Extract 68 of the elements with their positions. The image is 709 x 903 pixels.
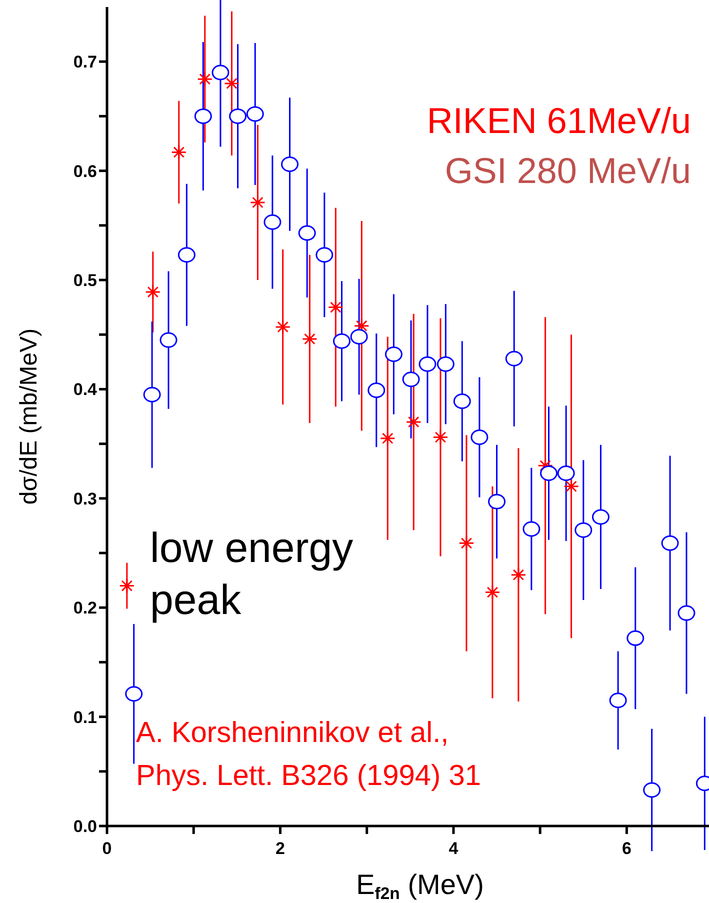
y-tick-label: 0.5 [73, 271, 97, 290]
x-tick-label: 6 [622, 839, 632, 858]
point [458, 535, 474, 551]
point [384, 346, 402, 362]
point [250, 194, 266, 210]
y-tick-label: 0.1 [73, 708, 97, 727]
annotation: low energy peak [150, 523, 354, 625]
point [505, 350, 523, 366]
point [178, 247, 196, 263]
point [643, 782, 661, 798]
y-tick-label: 0.2 [73, 598, 97, 618]
point [212, 64, 230, 80]
point [368, 382, 386, 398]
point [470, 430, 488, 445]
point [418, 356, 436, 372]
point [484, 584, 500, 600]
point [436, 356, 454, 372]
point [540, 466, 558, 482]
y-axis-title: dσ/dE (mb/MeV) [16, 328, 43, 505]
point [302, 331, 318, 347]
point [522, 521, 540, 537]
x-tick-label: 0 [102, 839, 112, 858]
point [557, 466, 575, 482]
point [125, 686, 143, 702]
point [350, 329, 368, 345]
y-tick-label: 0.6 [73, 162, 97, 181]
annotation: A. Korsheninnikov et al., [136, 717, 449, 750]
point [316, 247, 334, 263]
point [281, 156, 299, 172]
point [264, 214, 282, 230]
x-axis-title: E$_{f2n}$ (MeV) [356, 869, 484, 903]
point [332, 333, 350, 349]
y-tick-label: 0.0 [73, 817, 97, 836]
point [678, 605, 696, 621]
point [224, 76, 240, 92]
annotation: Phys. Lett. B326 (1994) 31 [136, 760, 481, 793]
y-tick-label: 0.3 [73, 489, 97, 508]
x-tick-label: 2 [276, 839, 285, 858]
annotation: RIKEN 61MeV/u [426, 100, 691, 142]
point [145, 284, 161, 300]
point [143, 386, 161, 402]
point [453, 393, 471, 409]
point [626, 630, 644, 646]
point [406, 414, 422, 430]
y-tick-label: 0.7 [73, 52, 97, 72]
point [298, 225, 316, 241]
y-tick-label: 0.4 [73, 380, 98, 400]
point [380, 430, 396, 446]
point [661, 535, 679, 551]
point [402, 372, 420, 388]
point [564, 478, 580, 494]
point [275, 319, 291, 335]
point [171, 144, 187, 160]
point [246, 106, 264, 122]
point [510, 567, 526, 583]
point [574, 522, 592, 538]
point [609, 692, 627, 708]
x-tick-label: 4 [448, 839, 459, 858]
point [160, 332, 178, 348]
point [592, 509, 610, 525]
point [197, 71, 213, 87]
point [328, 300, 344, 316]
point [488, 494, 506, 510]
point [432, 430, 448, 445]
point [119, 578, 135, 594]
annotation: GSI 280 MeV/u [444, 150, 691, 192]
point [194, 108, 212, 124]
point [229, 108, 247, 124]
